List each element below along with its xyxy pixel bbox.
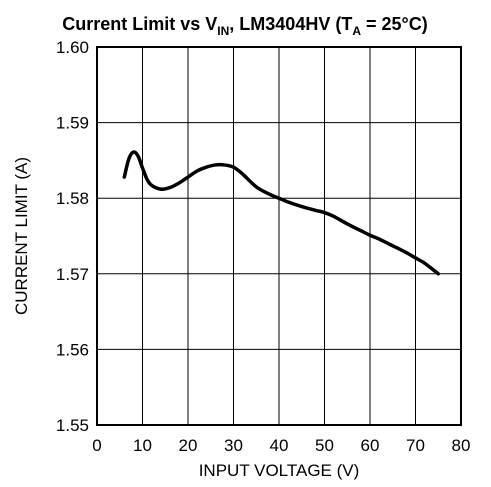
y-tick-label-1.56: 1.56 bbox=[56, 340, 89, 359]
y-tick-label-1.60: 1.60 bbox=[56, 38, 89, 57]
x-tick-label-30: 30 bbox=[224, 436, 243, 455]
grid bbox=[97, 47, 461, 425]
title-subscript-2: A bbox=[352, 24, 361, 38]
x-tick-label-10: 10 bbox=[133, 436, 152, 455]
x-axis-ticks: 0 10 20 30 40 50 60 70 80 bbox=[92, 436, 470, 455]
x-tick-label-0: 0 bbox=[92, 436, 101, 455]
x-tick-label-70: 70 bbox=[406, 436, 425, 455]
y-tick-label-1.55: 1.55 bbox=[56, 416, 89, 435]
title-subscript-1: IN bbox=[217, 24, 229, 38]
y-tick-label-1.57: 1.57 bbox=[56, 265, 89, 284]
x-tick-label-50: 50 bbox=[315, 436, 334, 455]
x-tick-label-60: 60 bbox=[361, 436, 380, 455]
y-tick-label-1.58: 1.58 bbox=[56, 189, 89, 208]
title-part-2: , LM3404HV (T bbox=[229, 14, 352, 34]
x-axis-label: INPUT VOLTAGE (V) bbox=[199, 461, 360, 480]
title-part-3: = 25°C) bbox=[361, 14, 428, 34]
x-tick-label-80: 80 bbox=[452, 436, 471, 455]
y-axis-label: CURRENT LIMIT (A) bbox=[12, 157, 31, 315]
series-line bbox=[124, 152, 438, 274]
title-part-1: Current Limit vs V bbox=[62, 14, 217, 34]
y-tick-label-1.59: 1.59 bbox=[56, 114, 89, 133]
y-axis-ticks: 1.55 1.56 1.57 1.58 1.59 1.60 bbox=[56, 38, 89, 435]
chart-title: Current Limit vs VIN, LM3404HV (TA = 25°… bbox=[62, 14, 427, 38]
x-tick-label-20: 20 bbox=[179, 436, 198, 455]
x-tick-label-40: 40 bbox=[270, 436, 289, 455]
